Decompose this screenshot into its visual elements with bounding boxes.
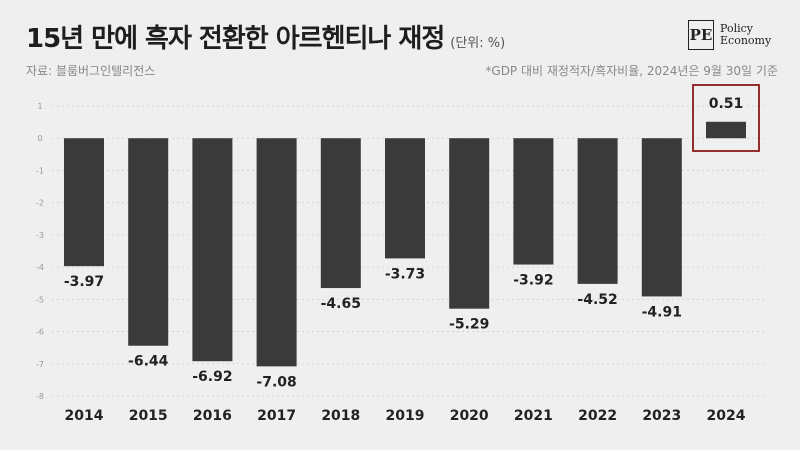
data-label: -7.08 xyxy=(256,374,296,390)
y-tick-label: -7 xyxy=(36,360,44,369)
y-tick-label: -1 xyxy=(36,166,44,175)
logo-line-2: Economy xyxy=(720,34,772,47)
bar xyxy=(192,138,233,362)
x-tick-label: 2017 xyxy=(257,408,296,424)
y-tick-label: 1 xyxy=(37,102,42,111)
bar xyxy=(513,138,554,265)
highlight-box xyxy=(692,84,760,152)
data-label: -4.52 xyxy=(577,292,617,308)
logo-line-1: Policy xyxy=(720,22,753,35)
bar xyxy=(64,138,104,267)
y-tick-label: -5 xyxy=(36,295,44,304)
bar xyxy=(128,138,169,346)
data-label: -4.65 xyxy=(321,296,361,312)
data-label: -3.73 xyxy=(385,266,425,282)
logo-text: Policy Economy xyxy=(720,23,771,47)
x-tick-label: 2020 xyxy=(450,408,489,424)
x-tick-label: 2022 xyxy=(578,408,617,424)
x-tick-label: 2018 xyxy=(321,408,360,424)
x-tick-label: 2024 xyxy=(707,408,746,424)
data-label: -3.97 xyxy=(64,274,104,290)
chart-title: 15년 만에 흑자 전환한 아르헨티나 재정 xyxy=(26,24,445,54)
x-tick-label: 2021 xyxy=(514,408,553,424)
data-label: -4.91 xyxy=(642,304,682,320)
bar xyxy=(320,138,361,289)
x-tick-label: 2023 xyxy=(642,408,681,424)
data-label: -6.44 xyxy=(128,354,169,370)
bar xyxy=(449,138,490,309)
y-tick-label: 0 xyxy=(37,134,42,143)
data-label: 0.51 xyxy=(709,96,744,112)
y-tick-label: -2 xyxy=(36,199,44,208)
bar xyxy=(706,121,746,139)
data-label: -5.29 xyxy=(449,317,489,333)
x-tick-label: 2015 xyxy=(129,408,168,424)
y-tick-label: -3 xyxy=(36,231,44,240)
x-tick-label: 2019 xyxy=(386,408,425,424)
bar xyxy=(641,138,682,297)
data-label: -6.92 xyxy=(192,369,232,385)
y-tick-label: -4 xyxy=(36,263,44,272)
bar xyxy=(385,138,425,259)
source-label: 자료: 블룸버그인텔리전스 xyxy=(26,64,156,78)
x-tick-label: 2014 xyxy=(65,408,104,424)
x-tick-label: 2016 xyxy=(193,408,232,424)
y-tick-label: -6 xyxy=(36,328,44,337)
bar xyxy=(256,138,297,367)
policy-economy-logo: PE Policy Economy xyxy=(688,20,771,50)
y-tick-label: -8 xyxy=(36,392,44,401)
chart-title-block: 15년 만에 흑자 전환한 아르헨티나 재정 (단위: %) xyxy=(26,18,505,55)
footnote: *GDP 대비 재정적자/흑자비율, 2024년은 9월 30일 기준 xyxy=(485,64,778,78)
bar xyxy=(577,138,618,284)
unit-label: (단위: %) xyxy=(450,36,506,51)
data-label: -3.92 xyxy=(513,273,553,289)
logo-mark: PE xyxy=(688,20,714,50)
